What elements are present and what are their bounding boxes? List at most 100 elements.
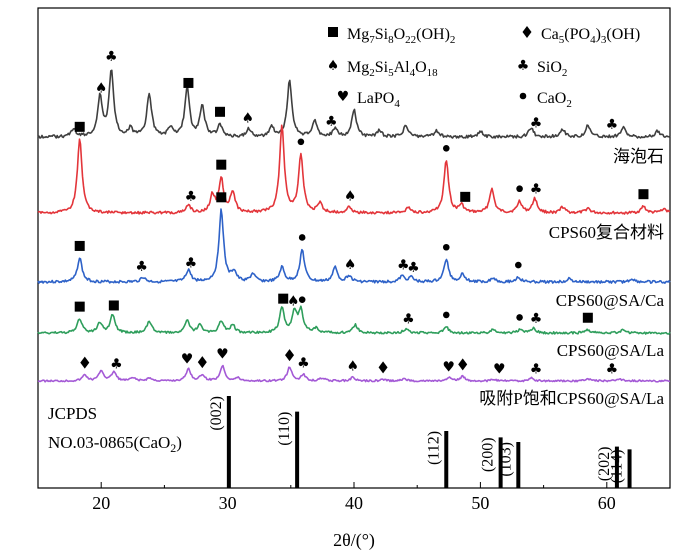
series-line [37,364,671,383]
club-marker: ♣ [402,312,415,328]
dot-marker [298,296,306,303]
legend-label: LaPO4 [357,90,400,110]
hkl-label: (110) [276,412,293,446]
dot-marker [298,234,306,241]
club-marker: ♣ [397,258,410,274]
club-icon: ♣ [105,49,118,65]
legend-label: Mg7Si8O22(OH)2 [347,26,455,46]
dot-marker [519,92,527,100]
club-icon: ♣ [135,259,148,275]
diamond-icon [522,26,532,38]
club-icon: ♣ [297,355,310,371]
heart-marker: ♥ [493,362,506,378]
dot-marker [516,185,523,193]
heart-icon: ♥ [443,359,456,375]
series-label: CPS60@SA/La [557,341,665,360]
series-line [37,208,671,285]
x-tick-label: 40 [345,493,363,513]
spade-marker: ♠ [346,358,359,374]
diamond-marker [378,361,388,374]
heart-icon: ♥ [216,347,229,363]
spade-marker: ♠ [327,58,340,74]
club-marker: ♣ [185,189,198,205]
square-marker [460,191,471,202]
club-icon: ♣ [530,311,543,327]
spade-icon: ♠ [287,293,300,309]
square-marker [328,27,338,37]
square-icon [216,192,227,203]
dot-marker [442,144,450,152]
diamond-marker [197,356,207,369]
spade-icon: ♠ [346,358,359,374]
diamond-icon [285,349,295,362]
spade-icon: ♠ [344,189,357,205]
hkl-label: (202) [596,447,613,482]
diamond-marker [522,26,532,38]
dot-icon [515,261,522,269]
club-icon: ♣ [517,58,530,74]
diamond-icon [458,358,468,371]
series-line [37,305,671,335]
legend-label: CaO2 [537,90,572,110]
spade-icon: ♠ [327,58,340,74]
series-line [37,69,671,139]
dot-icon [442,311,450,319]
hkl-label: (200) [480,437,497,472]
x-axis: 20 30 40 50 60 [37,482,671,513]
club-marker: ♣ [135,259,148,275]
square-icon [460,191,471,202]
club-marker: ♣ [530,116,543,132]
spade-marker: ♠ [287,293,300,309]
spade-marker: ♠ [344,189,357,205]
x-axis-title: 2θ/(°) [333,530,375,551]
square-marker [183,77,194,88]
club-marker: ♣ [297,355,310,371]
square-marker [216,192,227,203]
heart-marker: ♥ [181,352,194,368]
club-icon: ♣ [530,361,543,377]
club-marker: ♣ [185,256,198,272]
diamond-marker [285,349,295,362]
club-icon: ♣ [530,116,543,132]
club-icon: ♣ [397,258,410,274]
diamond-icon [378,361,388,374]
dot-marker [442,243,450,251]
club-icon: ♣ [185,256,198,272]
hkl-label: (103) [497,442,514,477]
square-icon [74,240,85,251]
hkl-label: (002) [208,396,225,431]
spade-icon: ♠ [242,111,255,127]
sample-labels: 海泡石 CPS60复合材料 CPS60@SA/Ca CPS60@SA/La 吸附P饱和C… [479,147,664,408]
club-icon: ♣ [606,362,619,378]
diamond-marker [80,356,90,369]
club-marker: ♣ [325,114,338,130]
club-icon: ♣ [402,312,415,328]
square-icon [74,121,85,132]
square-marker [74,240,85,251]
series-label: 吸附P饱和CPS60@SA/La [479,389,664,408]
heart-marker: ♥ [443,359,456,375]
square-marker [638,189,649,200]
club-marker: ♣ [606,117,619,133]
square-marker [216,159,227,170]
diffraction-curves [37,69,671,383]
series-label: CPS60@SA/Ca [556,291,665,310]
spade-marker: ♠ [344,257,357,273]
x-tick-label: 20 [92,493,110,513]
legend-label: Ca5(PO4)3(OH) [541,26,640,46]
dot-icon [297,138,305,146]
legend-label: Mg2Si5Al4O18 [347,59,438,79]
series-line [37,124,671,215]
club-marker: ♣ [530,311,543,327]
club-icon: ♣ [110,357,123,373]
square-marker [215,106,226,117]
club-marker: ♣ [517,58,530,74]
club-icon: ♣ [407,260,420,276]
dot-marker [516,314,523,321]
dot-marker [515,261,522,269]
diamond-marker [458,358,468,371]
club-icon: ♣ [185,189,198,205]
heart-marker: ♥ [216,347,229,363]
reference-label: JCPDS [48,404,97,423]
diamond-icon [80,356,90,369]
